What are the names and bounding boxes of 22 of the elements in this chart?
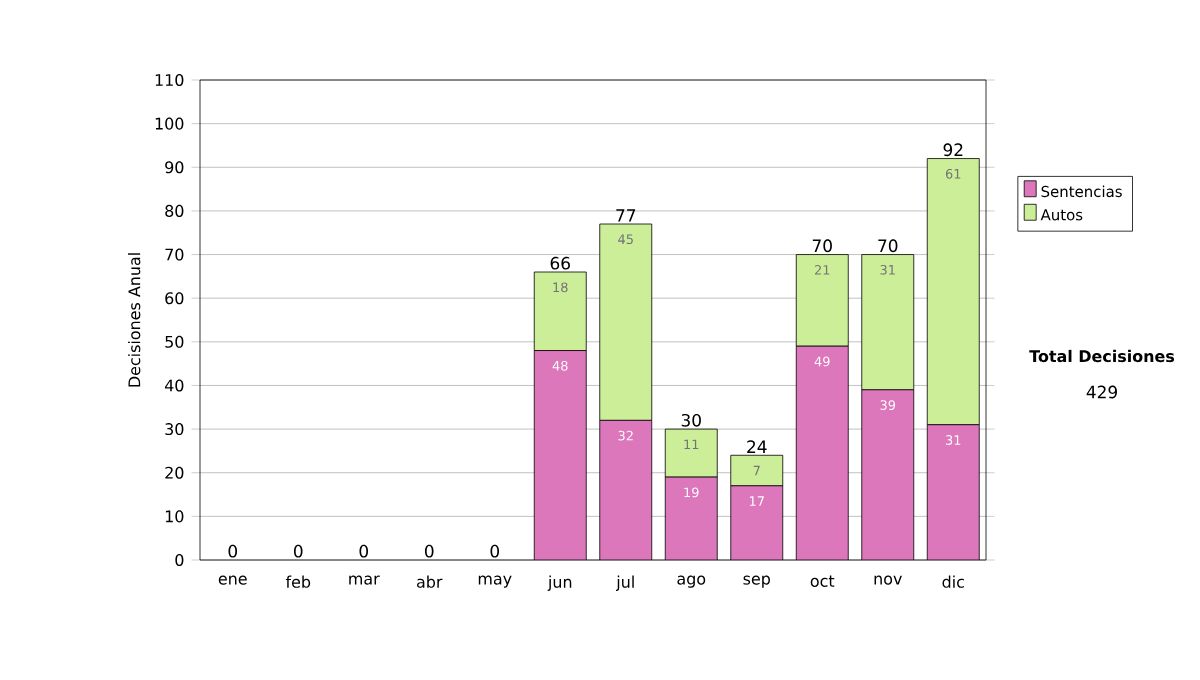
total-label: 30	[681, 413, 701, 427]
total-label: 66	[550, 256, 570, 270]
total-label: 0	[490, 544, 500, 558]
text: 429	[1086, 385, 1117, 399]
bar	[926, 424, 980, 560]
total-label: 70	[878, 239, 898, 253]
bar	[664, 428, 718, 478]
bar	[730, 454, 784, 487]
bar	[533, 350, 587, 560]
total-label: 92	[943, 143, 963, 157]
total-label: 0	[359, 544, 369, 558]
total-label: 0	[424, 544, 434, 558]
bar	[795, 345, 849, 560]
total-label: 77	[616, 209, 636, 222]
bar	[730, 485, 784, 560]
total-label: 0	[293, 544, 303, 558]
total-label: 0	[228, 544, 238, 558]
total-label: 24	[747, 440, 767, 453]
bar	[664, 476, 718, 560]
bar	[599, 419, 653, 560]
bar	[861, 389, 915, 560]
total-label: 70	[812, 239, 832, 253]
